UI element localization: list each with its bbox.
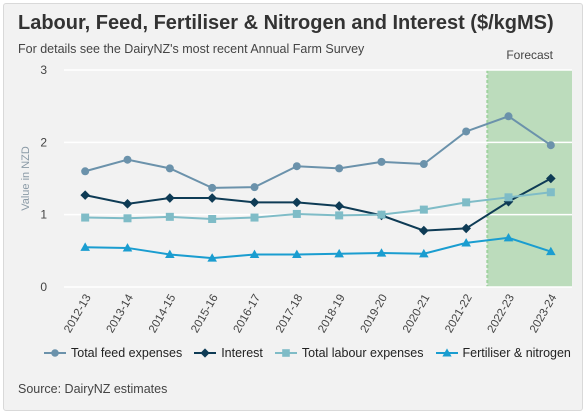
x-tick-label: 2012-13 — [62, 293, 94, 336]
legend-swatch-total-feed-expenses — [44, 349, 66, 357]
data-point-total-labour-expenses — [165, 212, 174, 221]
data-point-total-labour-expenses — [504, 193, 513, 202]
legend-swatch-interest — [194, 348, 217, 358]
data-point-total-labour-expenses — [250, 213, 259, 222]
legend-swatch-marker — [51, 349, 59, 357]
y-axis-label: Value in NZD — [20, 146, 32, 211]
legend-item-interest[interactable]: Interest — [194, 346, 263, 360]
data-point-total-labour-expenses — [123, 214, 132, 223]
x-tick-label: 2020-21 — [401, 293, 433, 336]
chart-subtitle: For details see the DairyNZ's most recen… — [18, 42, 365, 56]
x-tick-label: 2016-17 — [232, 293, 264, 336]
data-point-fertiliser-nitrogen — [122, 243, 133, 252]
y-tick-label: 3 — [40, 63, 47, 77]
data-point-interest — [546, 173, 556, 184]
data-point-fertiliser-nitrogen — [503, 233, 514, 242]
x-tick-label: 2015-16 — [189, 293, 221, 336]
series-line-total-labour-expenses — [85, 191, 551, 221]
data-point-total-labour-expenses — [335, 211, 344, 220]
x-tick-label: 2014-15 — [147, 293, 179, 336]
legend-item-total-labour-expenses[interactable]: Total labour expenses — [274, 346, 424, 360]
data-point-total-labour-expenses — [81, 213, 90, 222]
data-point-interest — [249, 197, 260, 208]
legend-swatch-marker — [200, 348, 210, 358]
data-point-interest — [292, 197, 302, 208]
data-point-total-feed-expenses — [292, 162, 301, 171]
data-point-fertiliser-nitrogen — [461, 238, 471, 247]
x-tick-label: 2013-14 — [105, 292, 137, 335]
forecast-band — [487, 70, 572, 287]
data-point-total-feed-expenses — [208, 183, 217, 192]
y-tick-label: 0 — [40, 280, 47, 294]
data-point-total-feed-expenses — [546, 141, 555, 150]
forecast-label: Forecast — [506, 48, 553, 62]
data-point-fertiliser-nitrogen — [334, 248, 344, 258]
data-point-total-labour-expenses — [419, 205, 428, 214]
data-point-interest — [461, 223, 471, 234]
legend-label: Interest — [221, 346, 263, 360]
data-point-total-feed-expenses — [165, 164, 174, 173]
x-tick-label: 2017-18 — [274, 293, 306, 336]
data-point-fertiliser-nitrogen — [376, 248, 387, 257]
x-tick-label: 2023-24 — [528, 292, 560, 335]
data-point-total-feed-expenses — [504, 112, 513, 121]
data-point-total-labour-expenses — [377, 210, 386, 219]
data-point-interest — [122, 199, 133, 209]
data-point-interest — [165, 193, 175, 203]
data-point-interest — [334, 201, 344, 211]
legend-label: Total labour expenses — [301, 346, 424, 360]
data-point-interest — [80, 190, 90, 200]
data-point-fertiliser-nitrogen — [419, 248, 429, 258]
data-point-total-feed-expenses — [377, 157, 386, 166]
chart-title: Labour, Feed, Fertiliser & Nitrogen and … — [18, 12, 554, 34]
legend-swatch-fertiliser-nitrogen — [435, 348, 458, 357]
x-tick-label: 2018-19 — [316, 293, 348, 336]
data-point-total-feed-expenses — [250, 183, 259, 192]
data-point-fertiliser-nitrogen — [546, 246, 556, 256]
chart-legend: Total feed expenses Interest Total labour … — [44, 346, 582, 360]
data-point-fertiliser-nitrogen — [292, 249, 302, 259]
x-tick-label: 2019-20 — [359, 293, 391, 336]
x-tick-label: 2021-22 — [443, 293, 475, 336]
data-point-fertiliser-nitrogen — [249, 249, 260, 259]
data-point-total-feed-expenses — [123, 155, 132, 164]
y-tick-label: 2 — [40, 135, 47, 149]
line-chart: Forecast 0 1 2 3 Value in NZD 2012-13 2013-14 20… — [20, 48, 572, 336]
series-line-fertiliser-nitrogen — [85, 236, 552, 260]
data-point-total-labour-expenses — [292, 209, 301, 218]
legend-swatch-marker — [441, 348, 452, 357]
legend-item-fertiliser-nitrogen[interactable]: Fertiliser & nitrogen — [435, 346, 571, 360]
data-point-interest — [419, 225, 429, 236]
data-point-fertiliser-nitrogen — [165, 249, 175, 259]
data-point-total-feed-expenses — [81, 167, 90, 176]
data-point-total-labour-expenses — [462, 198, 471, 207]
chart-card: Labour, Feed, Fertiliser & Nitrogen and … — [3, 3, 583, 411]
data-point-fertiliser-nitrogen — [207, 253, 217, 262]
series-line-total-feed-expenses — [84, 115, 552, 189]
x-tick-label: 2022-23 — [486, 293, 518, 336]
legend-item-total-feed-expenses[interactable]: Total feed expenses — [44, 346, 182, 360]
data-point-total-labour-expenses — [546, 188, 555, 197]
legend-swatch-total-labour-expenses — [274, 349, 297, 357]
data-point-total-feed-expenses — [462, 127, 471, 136]
data-point-fertiliser-nitrogen — [80, 242, 90, 251]
data-point-total-feed-expenses — [419, 160, 428, 169]
legend-label: Fertiliser & nitrogen — [462, 346, 571, 360]
legend-swatch-marker — [282, 349, 290, 357]
y-tick-label: 1 — [40, 208, 47, 222]
data-point-interest — [207, 193, 217, 203]
data-point-total-feed-expenses — [335, 164, 344, 173]
series-line-interest — [84, 177, 552, 232]
legend-label: Total feed expenses — [71, 346, 183, 360]
data-point-total-labour-expenses — [208, 215, 217, 224]
source-note: Source: DairyNZ estimates — [18, 382, 168, 396]
